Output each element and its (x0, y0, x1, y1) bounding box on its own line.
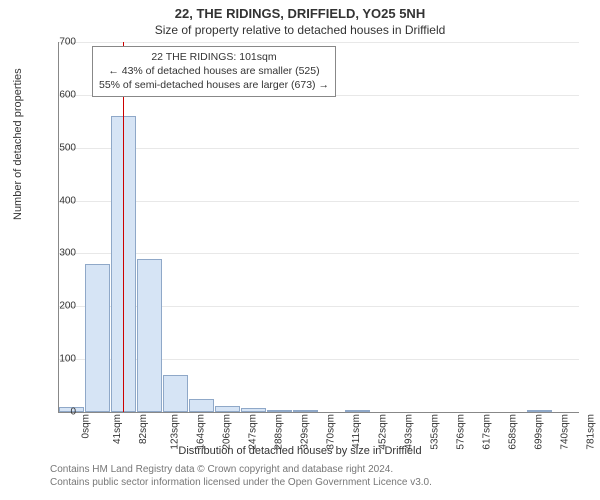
annotation-box: 22 THE RIDINGS: 101sqm ← 43% of detached… (92, 46, 336, 97)
y-tick-label: 0 (46, 407, 76, 418)
property-marker-line (123, 42, 124, 412)
chart-title-sub: Size of property relative to detached ho… (0, 21, 600, 37)
gridline (59, 253, 579, 254)
gridline (59, 201, 579, 202)
histogram-bar (85, 264, 110, 412)
gridline (59, 148, 579, 149)
footer-line2: Contains public sector information licen… (50, 476, 432, 489)
histogram-bar (137, 259, 162, 412)
histogram-bar (293, 410, 318, 412)
y-tick-label: 600 (46, 89, 76, 100)
gridline (59, 42, 579, 43)
y-tick-label: 200 (46, 301, 76, 312)
histogram-bar (189, 399, 214, 412)
chart-footer: Contains HM Land Registry data © Crown c… (50, 463, 432, 489)
histogram-bar (163, 375, 188, 412)
y-axis-label: Number of detached properties (12, 68, 24, 220)
x-axis-label: Distribution of detached houses by size … (0, 445, 600, 457)
chart-plot-area (58, 42, 579, 413)
histogram-bar (215, 406, 240, 412)
histogram-bar (345, 410, 370, 412)
histogram-bar (527, 410, 552, 412)
x-tick-label: 41sqm (112, 414, 123, 444)
x-tick-label: 82sqm (138, 414, 149, 444)
histogram-bar (267, 410, 292, 412)
y-tick-label: 700 (46, 37, 76, 48)
y-tick-label: 100 (46, 354, 76, 365)
histogram-bar (241, 408, 266, 412)
annotation-line2: ← 43% of detached houses are smaller (52… (99, 64, 329, 78)
y-tick-label: 500 (46, 142, 76, 153)
annotation-line3: 55% of semi-detached houses are larger (… (99, 78, 329, 92)
y-tick-label: 300 (46, 248, 76, 259)
footer-line1: Contains HM Land Registry data © Crown c… (50, 463, 432, 476)
chart-title-main: 22, THE RIDINGS, DRIFFIELD, YO25 5NH (0, 0, 600, 21)
y-tick-label: 400 (46, 195, 76, 206)
annotation-line1: 22 THE RIDINGS: 101sqm (99, 50, 329, 64)
x-tick-label: 411sqm (351, 414, 362, 449)
x-tick-label: 0sqm (80, 414, 91, 438)
